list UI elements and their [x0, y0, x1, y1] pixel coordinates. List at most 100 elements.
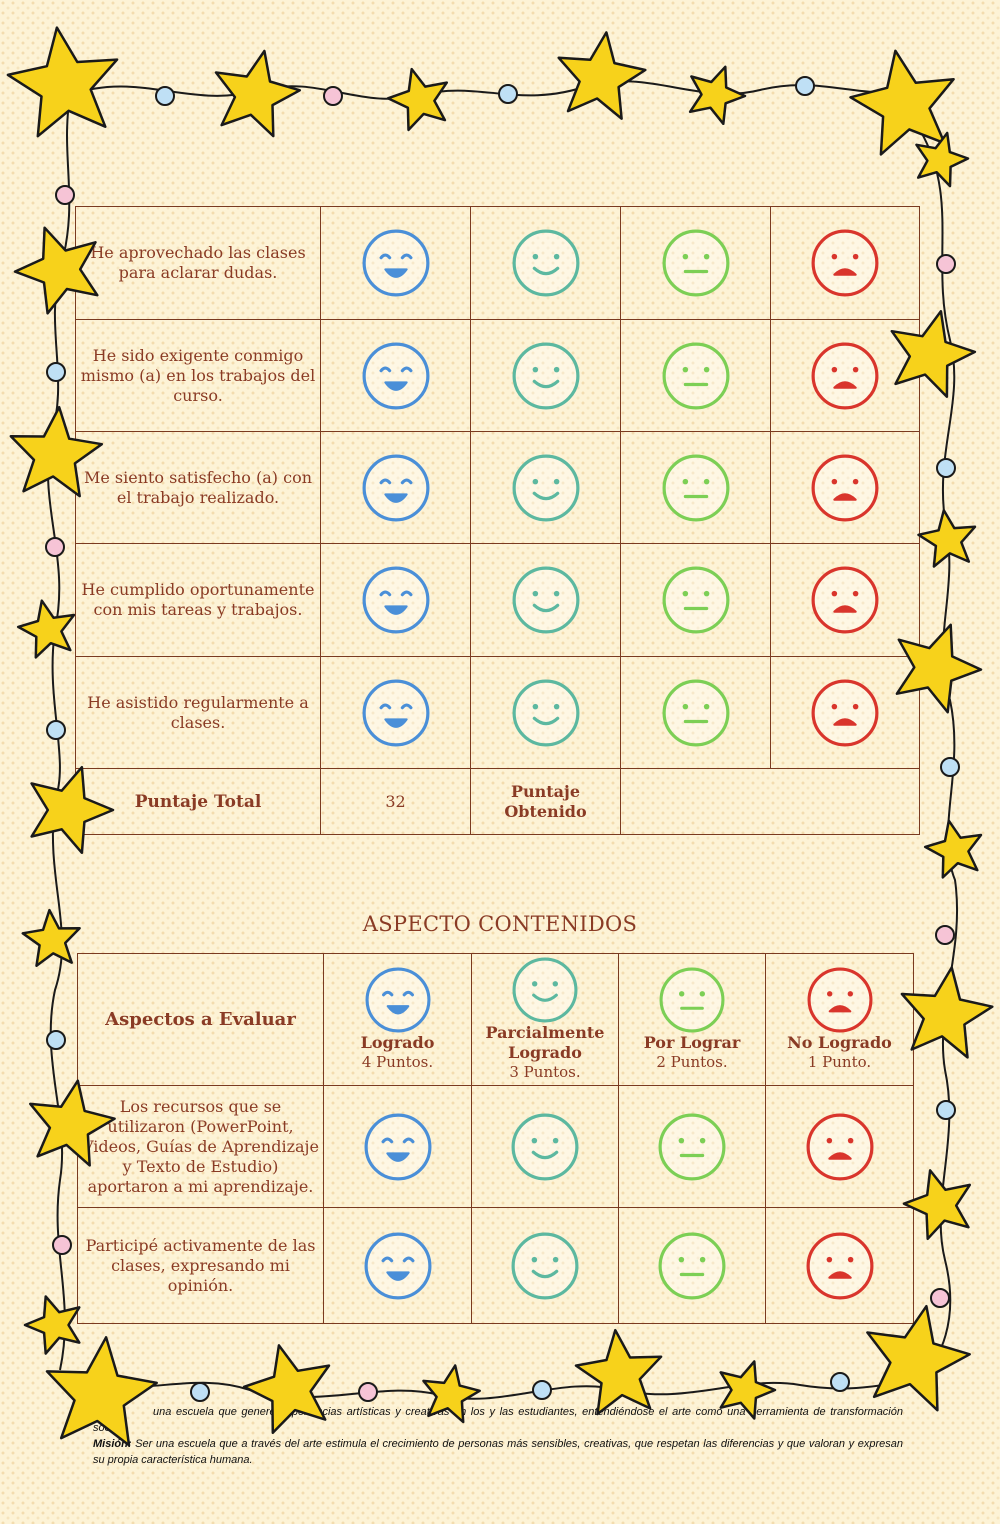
neutral-face-icon	[658, 1113, 726, 1180]
bead-icon	[190, 1382, 210, 1402]
footer: una escuela que genere experiencias artí…	[93, 1404, 903, 1468]
smile-face-icon	[512, 957, 578, 1023]
bead-icon	[936, 458, 956, 478]
neutral-face-icon	[659, 967, 725, 1033]
parcialmente-logrado-option[interactable]	[471, 1085, 619, 1208]
sad-face-icon	[806, 1113, 873, 1180]
total-value: 32	[320, 768, 471, 835]
por-lograr-option[interactable]	[620, 319, 771, 432]
parcialmente-logrado-option[interactable]	[471, 1207, 619, 1324]
bead-icon	[498, 84, 518, 104]
happy-face-icon	[362, 566, 429, 634]
smile-face-icon	[511, 1113, 579, 1180]
neutral-face-icon	[658, 1232, 726, 1299]
level-label: Parcialmente Logrado	[485, 1023, 605, 1062]
logrado-option[interactable]	[320, 319, 471, 432]
level-header-no-logrado: No Logrado 1 Punto.	[765, 953, 914, 1086]
bead-icon	[532, 1380, 552, 1400]
garland-string	[69, 80, 911, 100]
logrado-option[interactable]	[320, 206, 471, 320]
bead-icon	[358, 1382, 378, 1402]
level-header-logrado: Logrado 4 Puntos.	[323, 953, 472, 1086]
por-lograr-option[interactable]	[618, 1207, 766, 1324]
logrado-option[interactable]	[323, 1085, 472, 1208]
no-logrado-option[interactable]	[770, 543, 920, 657]
logrado-option[interactable]	[323, 1207, 472, 1324]
star-icon	[23, 1295, 81, 1355]
por-lograr-option[interactable]	[620, 656, 771, 769]
no-logrado-option[interactable]	[770, 431, 920, 544]
bead-icon	[795, 76, 815, 96]
sad-face-holder	[770, 967, 909, 1033]
self-evaluation-table: He aprovechado las clases para aclarar d…	[75, 206, 920, 835]
aspect-text: He sido exigente conmigo mismo (a) en lo…	[75, 319, 321, 432]
happy-face-icon	[364, 1232, 431, 1299]
parcialmente-logrado-option[interactable]	[470, 319, 621, 432]
neutral-face-icon	[662, 229, 729, 297]
aspects-header: Aspectos a Evaluar	[77, 953, 324, 1086]
star-icon	[386, 67, 449, 132]
star-icon	[214, 49, 302, 138]
logrado-option[interactable]	[320, 656, 471, 769]
smile-face-icon	[511, 1232, 579, 1299]
happy-face-icon	[362, 679, 429, 746]
obtained-label: Puntaje Obtenido	[470, 768, 621, 835]
level-points: 4 Puntos.	[361, 1053, 434, 1071]
obtained-score-field[interactable]	[620, 768, 920, 835]
table-row: He aprovechado las clases para aclarar d…	[75, 206, 920, 320]
parcialmente-logrado-option[interactable]	[470, 206, 621, 320]
bead-icon	[155, 86, 175, 106]
por-lograr-option[interactable]	[618, 1085, 766, 1208]
star-icon	[923, 819, 983, 879]
level-label: Logrado	[360, 1033, 435, 1052]
section-title: ASPECTO CONTENIDOS	[362, 912, 638, 936]
star-icon	[915, 131, 970, 188]
bead-icon	[323, 86, 343, 106]
por-lograr-option[interactable]	[620, 543, 771, 657]
no-logrado-option[interactable]	[765, 1085, 914, 1208]
star-icon	[900, 966, 994, 1059]
logrado-option[interactable]	[320, 543, 471, 657]
parcialmente-logrado-option[interactable]	[470, 543, 621, 657]
content-evaluation-table: Aspectos a Evaluar Logrado 4 Puntos. Par…	[77, 953, 914, 1324]
no-logrado-option[interactable]	[770, 206, 920, 320]
sad-face-icon	[811, 454, 879, 521]
mission-block: Misión: Ser una escuela que a través del…	[93, 1436, 903, 1468]
level-points: 3 Puntos.	[509, 1063, 581, 1081]
bead-icon	[46, 1030, 66, 1050]
garland-string	[919, 129, 959, 1381]
table-row: Me siento satisfecho (a) con el trabajo …	[75, 431, 920, 544]
sad-face-icon	[811, 229, 879, 297]
sad-face-icon	[807, 967, 872, 1033]
smile-face-icon	[512, 229, 579, 297]
star-icon	[557, 31, 647, 120]
bead-icon	[936, 1100, 956, 1120]
sad-face-icon	[811, 342, 879, 409]
bead-icon	[930, 1288, 950, 1308]
level-header-por-lograr: Por Lograr 2 Puntos.	[618, 953, 766, 1086]
no-logrado-option[interactable]	[770, 656, 920, 769]
table-row: Los recursos que se utilizaron (PowerPoi…	[77, 1085, 914, 1208]
table-row: Participé activamente de las clases, exp…	[77, 1207, 914, 1324]
bead-icon	[55, 185, 75, 205]
happy-face-icon	[362, 229, 429, 297]
happy-face-icon	[362, 454, 429, 521]
por-lograr-option[interactable]	[620, 431, 771, 544]
sad-face-icon	[811, 566, 879, 634]
smile-face-icon	[512, 679, 579, 746]
parcialmente-logrado-option[interactable]	[470, 656, 621, 769]
happy-face-icon	[365, 967, 430, 1033]
level-points: 2 Puntos.	[656, 1053, 728, 1071]
bead-icon	[52, 1235, 72, 1255]
sad-face-icon	[811, 679, 879, 746]
no-logrado-option[interactable]	[765, 1207, 914, 1324]
neutral-face-icon	[662, 566, 729, 634]
level-label: No Logrado	[787, 1033, 892, 1052]
level-header-parcial: Parcialmente Logrado 3 Puntos.	[471, 953, 619, 1086]
no-logrado-option[interactable]	[770, 319, 920, 432]
star-icon	[917, 509, 977, 568]
por-lograr-option[interactable]	[620, 206, 771, 320]
logrado-option[interactable]	[320, 431, 471, 544]
parcialmente-logrado-option[interactable]	[470, 431, 621, 544]
neutral-face-icon	[662, 342, 729, 409]
